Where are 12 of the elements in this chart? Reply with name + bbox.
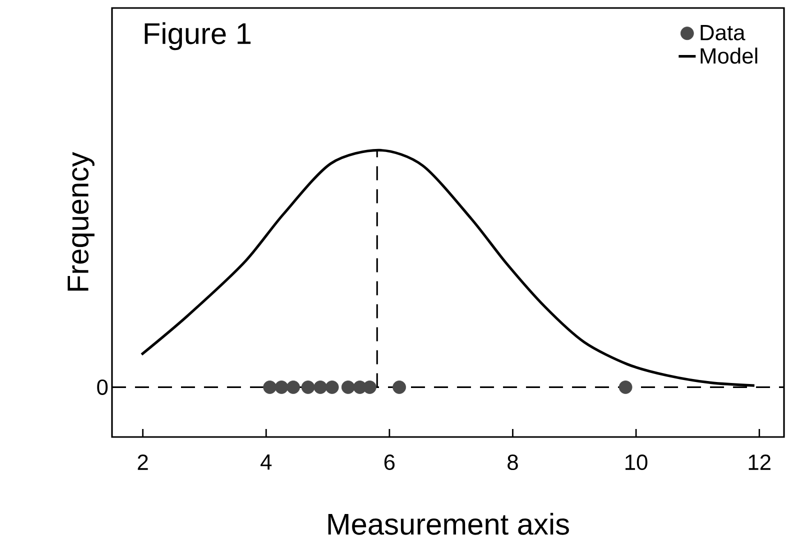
x-tick-label: 6 (384, 454, 395, 470)
x-tick-label: 8 (508, 454, 518, 470)
x-tick-label: 4 (260, 454, 272, 470)
x-axis-title: Measurement axis (328, 512, 569, 535)
legend-label: Model (700, 48, 758, 64)
legend-label: Data (700, 25, 746, 40)
y-axis-title: Frequency (68, 152, 94, 291)
x-tick-label: 2 (138, 454, 148, 470)
ref-line-label: 0 (97, 379, 108, 395)
chart-title: Figure 1 (144, 22, 251, 50)
x-tick-label: 12 (748, 454, 770, 470)
x-tick-label: 10 (626, 454, 648, 470)
